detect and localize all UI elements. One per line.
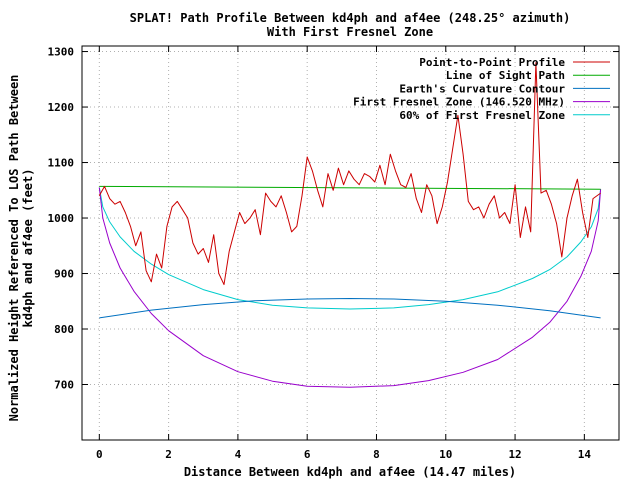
x-tick-label: 8 [373,448,380,461]
x-axis-label: Distance Between kd4ph and af4ee (14.47 … [184,465,516,479]
y-tick-label: 1200 [48,101,75,114]
x-tick-label: 12 [508,448,521,461]
x-tick-label: 14 [578,448,592,461]
chart-title-line2: With First Fresnel Zone [267,25,433,39]
series-group [98,62,602,388]
legend-label-3: First Fresnel Zone (146.520 MHz) [353,96,565,109]
chart-title-line1: SPLAT! Path Profile Between kd4ph and af… [130,11,571,25]
plot-frame [81,45,620,441]
legend-label-1: Line of Sight Path [446,69,565,82]
series-line-4 [98,187,602,310]
y-axis-label-line1: Normalized Height Referenced To LOS Path… [7,75,21,422]
y-axis-label-line2: kd4ph and af4ee (feet) [21,169,35,328]
series-line-2 [99,298,601,319]
axis-ticks: 0 2 4 6 8 10 12 14 700 800 900 1000 1100 1200 1300 [48,46,619,461]
y-tick-label: 800 [54,323,74,336]
grid [82,46,619,440]
y-tick-label: 700 [54,379,74,392]
x-tick-label: 4 [235,448,242,461]
x-tick-label: 0 [96,448,103,461]
legend-label-4: 60% of First Fresnel Zone [399,109,565,122]
series-line-1 [99,185,601,190]
series-line-3 [98,187,602,388]
x-tick-label: 6 [304,448,311,461]
y-tick-label: 1100 [48,157,75,170]
x-tick-label: 10 [439,448,452,461]
x-tick-label: 2 [165,448,172,461]
y-tick-label: 1300 [48,46,75,59]
legend-label-2: Earth's Curvature Contour [399,82,565,95]
series-line-0 [98,62,601,286]
legend-label-0: Point-to-Point Profile [419,56,565,69]
y-tick-label: 1000 [48,212,75,225]
y-tick-label: 900 [54,268,74,281]
